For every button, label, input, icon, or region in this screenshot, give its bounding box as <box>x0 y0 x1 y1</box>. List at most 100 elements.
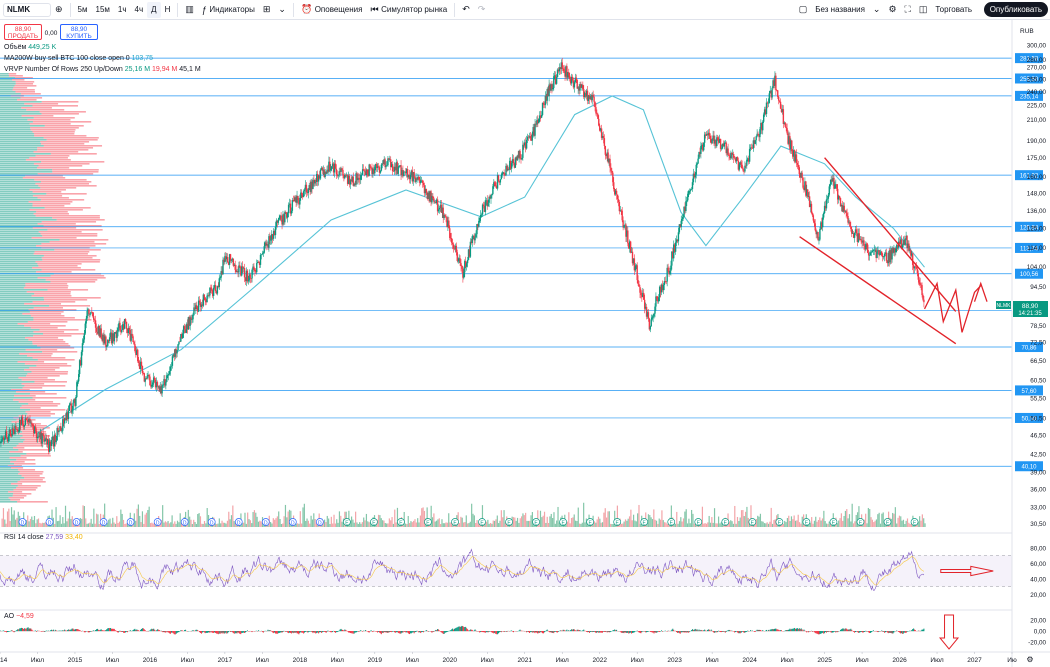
price-chart[interactable]: 281,58255,50235,14161,02125,84113,74100,… <box>0 20 1050 667</box>
candle-body <box>151 384 153 387</box>
ao-bar <box>699 630 701 632</box>
vrvp-down-bar <box>10 467 24 469</box>
candle-body <box>481 204 484 215</box>
volume-bar <box>174 521 176 527</box>
candles-icon[interactable]: ▥ <box>185 4 194 14</box>
alerts-button[interactable]: ⏰ Оповещения <box>297 2 367 18</box>
candle-body <box>693 173 696 178</box>
candle-body <box>9 429 12 435</box>
ao-bar <box>495 631 497 634</box>
candle-body <box>486 200 488 207</box>
interval-4h[interactable]: 4ч <box>134 5 144 14</box>
ao-scale[interactable]: 20,000,00-20,00 <box>1028 618 1046 647</box>
vrvp-up-bar <box>0 147 38 149</box>
ao-bar <box>166 631 168 632</box>
ao-bar <box>710 629 712 632</box>
layout-icon[interactable]: ▢ <box>798 4 808 14</box>
candle-body <box>645 306 648 317</box>
legend-ao[interactable]: AO −4,59 <box>4 613 34 620</box>
volume-bar <box>734 505 736 527</box>
redo-icon[interactable]: ↷ <box>477 4 486 14</box>
candle-body <box>899 239 902 244</box>
chevron-down-icon[interactable]: ⌄ <box>278 4 286 14</box>
candle-body <box>447 220 449 227</box>
compare-icon[interactable]: ⊕ <box>55 4 63 14</box>
vrvp-up-bar <box>0 265 39 267</box>
candle-body <box>358 177 360 179</box>
fullscreen-icon[interactable]: ⛶ <box>904 4 911 14</box>
level-price-box <box>1015 53 1043 64</box>
ao-bar <box>235 631 237 634</box>
ao-bar <box>452 628 454 632</box>
ao-bar <box>640 631 642 634</box>
volume-bar <box>539 510 542 527</box>
level-price-label: 113,74 <box>1020 246 1039 252</box>
volume-bar <box>81 518 83 527</box>
snapshot-icon[interactable]: ◫ <box>918 4 928 14</box>
volume-bar <box>604 508 606 527</box>
candle-body <box>233 264 235 266</box>
ao-bar <box>863 631 865 632</box>
candle-body <box>100 328 102 339</box>
volume-bar <box>712 522 714 527</box>
ao-bar <box>80 630 82 632</box>
candle-body <box>50 440 53 446</box>
time-scale[interactable]: 2014Июл2015Июл2016Июл2017Июл2018Июл2019И… <box>0 652 1017 664</box>
ao-bar <box>822 631 824 633</box>
candle-body <box>152 377 155 383</box>
interval-day[interactable]: Д <box>147 1 161 18</box>
legend-rsi[interactable]: RSI 14 close 27,59 33,40 <box>4 534 83 541</box>
interval-1h[interactable]: 1ч <box>117 5 127 14</box>
interval-week[interactable]: Н <box>164 5 171 14</box>
volume-bar <box>742 510 744 527</box>
ao-bar <box>666 631 668 632</box>
ao-bar <box>741 631 743 632</box>
candle-body <box>8 429 11 437</box>
replay-button[interactable]: ⏮ Симулятор рынка <box>366 2 451 18</box>
goto-date-icon[interactable]: ⚙ <box>1026 655 1033 664</box>
interval-5m[interactable]: 5м <box>77 5 88 14</box>
candle-body <box>251 269 253 279</box>
ao-bar <box>701 630 703 632</box>
legend-ma[interactable]: MA200W buy sell BTC 100 close open 0 103… <box>4 53 201 64</box>
candle-body <box>384 159 386 168</box>
ao-bar <box>601 631 603 633</box>
candle-body <box>506 165 508 171</box>
candle-body <box>212 287 215 296</box>
candle-body <box>741 164 743 169</box>
buy-button[interactable]: 88,90 КУПИТЬ <box>60 24 98 40</box>
ao-bar <box>683 631 685 632</box>
ao-bar <box>22 628 24 632</box>
volume-bar <box>612 523 614 527</box>
chevron-down-icon[interactable]: ⌄ <box>872 4 881 14</box>
indicators-button[interactable]: ƒ Индикаторы <box>198 2 259 18</box>
vrvp-up-bar <box>0 405 22 407</box>
candle-body <box>604 145 607 155</box>
volume-bar <box>920 520 922 527</box>
settings-icon[interactable]: ⚙ <box>888 4 897 14</box>
vrvp-down-bar <box>22 177 66 179</box>
ao-bar <box>71 628 73 632</box>
ao-bar <box>141 628 143 632</box>
vrvp-down-bar <box>38 165 83 167</box>
volume-bar <box>550 513 552 527</box>
ao-bar <box>59 630 61 632</box>
legend-volume[interactable]: Объём 449,25 K <box>4 42 201 53</box>
legend-vrvp[interactable]: VRVP Number Of Rows 250 Up/Down 25,16 M … <box>4 64 201 75</box>
candle-body <box>915 267 918 269</box>
trade-button[interactable]: Торговать <box>935 5 972 14</box>
undo-icon[interactable]: ↶ <box>462 4 470 14</box>
volume-bar <box>771 523 774 527</box>
sell-button[interactable]: 88,90 ПРОДАТЬ <box>4 24 42 40</box>
candle-body <box>289 203 292 214</box>
symbol-search[interactable]: NLMK <box>3 2 51 17</box>
publish-button[interactable]: Опубликовать <box>983 2 1048 17</box>
volume-bar <box>631 520 633 527</box>
templates-icon[interactable]: ⊞ <box>262 4 271 14</box>
interval-15m[interactable]: 15м <box>95 5 110 14</box>
ao-bar <box>902 631 904 634</box>
layout-name-button[interactable]: Без названия <box>815 5 865 14</box>
candle-body <box>906 235 908 249</box>
volume-bar <box>909 523 911 527</box>
